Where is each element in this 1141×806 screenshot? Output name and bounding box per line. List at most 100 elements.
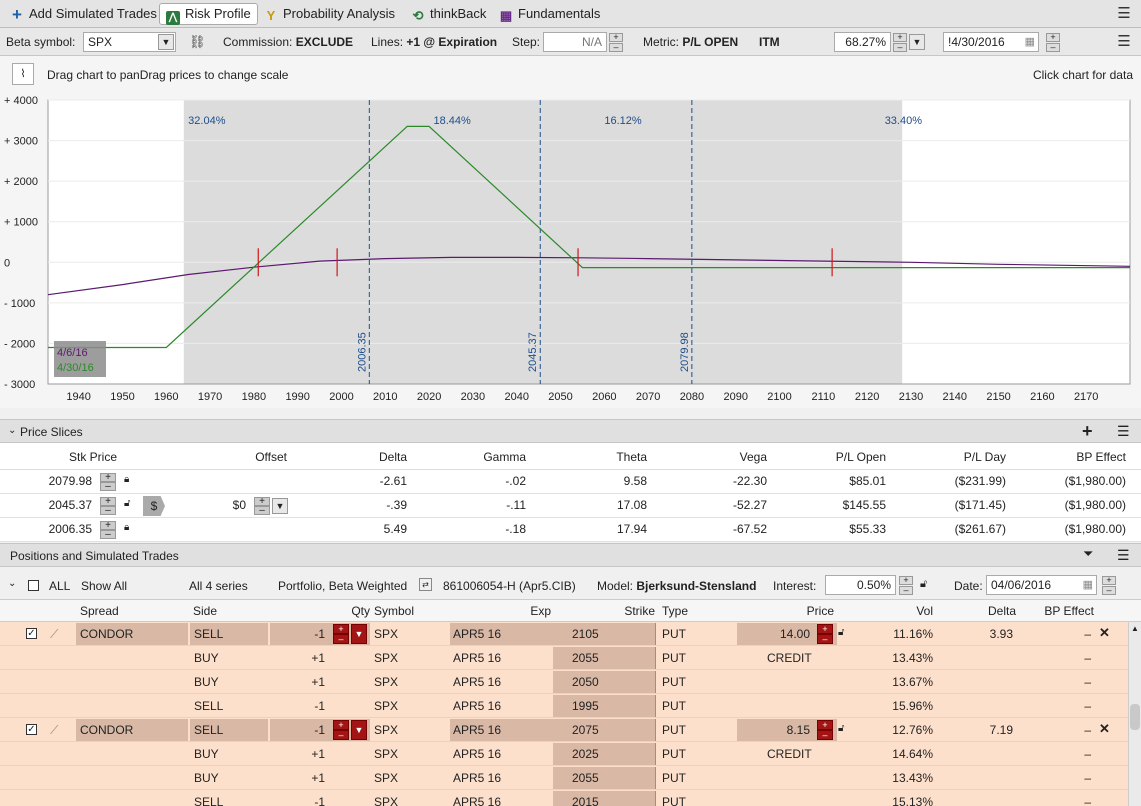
price-increment[interactable]: + bbox=[100, 473, 116, 483]
chevron-down-icon[interactable]: ▼ bbox=[351, 720, 367, 740]
qty-decrement[interactable]: – bbox=[333, 634, 349, 644]
positions-menu-icon[interactable]: ☰ bbox=[1117, 547, 1130, 563]
calendar-icon[interactable]: ▦ bbox=[1024, 36, 1035, 48]
position-qty[interactable]: -1 bbox=[314, 627, 325, 641]
position-side[interactable]: BUY bbox=[194, 771, 219, 785]
pct-decrement[interactable]: – bbox=[893, 43, 907, 52]
tab-add-simulated-trades[interactable]: + Add Simulated Trades bbox=[4, 3, 163, 25]
offset-decrement[interactable]: – bbox=[254, 506, 270, 516]
model-label[interactable]: Model: Bjerksund-Stensland bbox=[597, 579, 757, 593]
strike-cell[interactable] bbox=[553, 743, 656, 765]
series-select[interactable]: All 4 series bbox=[189, 579, 248, 593]
price-increment[interactable]: + bbox=[100, 497, 116, 507]
date-increment[interactable]: + bbox=[1046, 33, 1060, 42]
position-exp[interactable]: APR5 16 bbox=[453, 795, 502, 806]
strike-cell[interactable] bbox=[553, 695, 656, 717]
itm-label[interactable]: ITM bbox=[759, 35, 780, 49]
col-vol[interactable]: Vol bbox=[916, 604, 933, 618]
strike-cell[interactable] bbox=[553, 767, 656, 789]
position-row[interactable]: ✓ ⟋ + – ▼ + – 🔓︎ ✕ CONDOR SELL -1 SPX APR5 16 2105 PUT 1… bbox=[0, 622, 1128, 646]
chevron-down-icon[interactable]: ▼ bbox=[158, 34, 174, 50]
chevron-down-icon[interactable]: ▼ bbox=[351, 624, 367, 644]
tab-probability-analysis[interactable]: Y Probability Analysis bbox=[258, 3, 401, 25]
tab-risk-profile[interactable]: ⋀ Risk Profile bbox=[159, 3, 258, 25]
position-price[interactable]: CREDIT bbox=[767, 747, 812, 761]
tab-thinkback[interactable]: ⟲ thinkBack bbox=[405, 3, 492, 25]
date-decrement[interactable]: – bbox=[1046, 43, 1060, 52]
position-row[interactable]: BUY +1 SPX APR5 16 2025 PUT CREDIT 14.64% – bbox=[0, 742, 1128, 766]
price-decrement[interactable]: – bbox=[100, 482, 116, 492]
position-qty[interactable]: -1 bbox=[314, 795, 325, 806]
col-theta[interactable]: Theta bbox=[616, 450, 647, 464]
position-qty[interactable]: -1 bbox=[314, 699, 325, 713]
col-vega[interactable]: Vega bbox=[739, 450, 767, 464]
col-strike[interactable]: Strike bbox=[624, 604, 655, 618]
commission-label[interactable]: Commission: EXCLUDE bbox=[223, 35, 354, 49]
date-decrement[interactable]: – bbox=[1102, 586, 1116, 595]
risk-graph-icon[interactable]: ⟋ bbox=[50, 627, 59, 641]
strike-cell[interactable] bbox=[553, 647, 656, 669]
col-offset[interactable]: Offset bbox=[255, 450, 287, 464]
qty-increment[interactable]: + bbox=[333, 624, 349, 634]
probability-pct-input[interactable]: 68.27% bbox=[834, 32, 891, 52]
position-exp[interactable]: APR5 16 bbox=[453, 651, 502, 665]
price-decrement[interactable]: – bbox=[100, 506, 116, 516]
price-increment[interactable]: + bbox=[100, 521, 116, 531]
position-exp[interactable]: APR5 16 bbox=[453, 723, 502, 737]
beta-symbol-select[interactable]: SPX ▼ bbox=[83, 32, 176, 52]
col-gamma[interactable]: Gamma bbox=[483, 450, 526, 464]
risk-profile-chart-area[interactable]: + 4000 + 3000 + 2000 + 1000 0 - 1000 - 2000 - 3… bbox=[0, 94, 1141, 408]
row-checkbox[interactable]: ✓ bbox=[26, 628, 37, 639]
risk-graph-icon[interactable]: ⟋ bbox=[50, 723, 59, 737]
price-increment[interactable]: + bbox=[817, 624, 833, 634]
row-checkbox[interactable]: ✓ bbox=[26, 724, 37, 735]
col-pl-day[interactable]: P/L Day bbox=[963, 450, 1006, 464]
chart-style-icon[interactable]: ⌇ bbox=[12, 63, 34, 85]
position-side[interactable]: SELL bbox=[194, 699, 224, 713]
position-side[interactable]: BUY bbox=[194, 747, 219, 761]
col-stk-price[interactable]: Stk Price bbox=[68, 450, 117, 464]
lines-label[interactable]: Lines: +1 @ Expiration bbox=[371, 35, 498, 49]
col-delta[interactable]: Delta bbox=[987, 604, 1016, 618]
strike-cell[interactable] bbox=[553, 719, 656, 741]
dollar-offset-icon[interactable]: $ bbox=[143, 496, 165, 516]
show-all-select[interactable]: Show All bbox=[81, 579, 128, 593]
close-icon[interactable]: ✕ bbox=[1099, 721, 1110, 736]
position-row[interactable]: SELL -1 SPX APR5 16 1995 PUT 15.96% – bbox=[0, 694, 1128, 718]
lock-icon[interactable]: 🔓︎ bbox=[838, 627, 845, 638]
series-line-today[interactable] bbox=[47, 256, 1131, 296]
col-symbol[interactable]: Symbol bbox=[374, 604, 415, 618]
slices-menu-icon[interactable]: ☰ bbox=[1117, 423, 1130, 439]
position-exp[interactable]: APR5 16 bbox=[453, 627, 502, 641]
step-increment[interactable]: + bbox=[609, 33, 623, 42]
col-type[interactable]: Type bbox=[662, 604, 689, 618]
position-strike[interactable]: 2105 bbox=[572, 627, 599, 641]
controls-menu-icon[interactable]: ☰ bbox=[1117, 33, 1131, 50]
date-increment[interactable]: + bbox=[1102, 576, 1116, 585]
chevron-down-icon[interactable]: ▼ bbox=[272, 498, 288, 514]
price-decrement[interactable]: – bbox=[817, 634, 833, 644]
close-icon[interactable]: ✕ bbox=[1099, 625, 1110, 640]
position-side[interactable]: BUY bbox=[194, 675, 219, 689]
risk-profile-chart[interactable]: + 4000 + 3000 + 2000 + 1000 0 - 1000 - 2000 - 3… bbox=[0, 94, 1141, 408]
col-bp-effect[interactable]: BP Effect bbox=[1076, 450, 1126, 464]
position-row[interactable]: ✓ ⟋ + – ▼ + – 🔓︎ ✕ CONDOR SELL -1 SPX APR5 16 2075 PUT 8… bbox=[0, 718, 1128, 742]
col-delta[interactable]: Delta bbox=[378, 450, 407, 464]
slice-offset[interactable]: $0 bbox=[232, 498, 246, 512]
offset-increment[interactable]: + bbox=[254, 497, 270, 507]
position-side[interactable]: SELL bbox=[194, 627, 224, 641]
position-exp[interactable]: APR5 16 bbox=[453, 699, 502, 713]
col-spread[interactable]: Spread bbox=[80, 604, 119, 618]
position-row[interactable]: SELL -1 SPX APR5 16 2015 PUT 15.13% – bbox=[0, 790, 1128, 806]
lock-icon[interactable]: 🔒︎ bbox=[124, 474, 130, 485]
strike-cell[interactable] bbox=[553, 671, 656, 693]
chevron-down-icon[interactable]: ⌄ bbox=[8, 425, 17, 436]
position-qty[interactable]: -1 bbox=[314, 723, 325, 737]
interest-input[interactable]: 0.50% bbox=[825, 575, 896, 595]
position-side[interactable]: BUY bbox=[194, 651, 219, 665]
unlock-icon[interactable]: 🔓︎ bbox=[124, 498, 131, 509]
interest-decrement[interactable]: – bbox=[899, 586, 913, 595]
calendar-icon[interactable]: ▦ bbox=[1082, 579, 1093, 591]
tab-fundamentals[interactable]: ▦ Fundamentals bbox=[493, 3, 606, 25]
portfolio-icon[interactable]: ⇄ bbox=[419, 578, 432, 591]
